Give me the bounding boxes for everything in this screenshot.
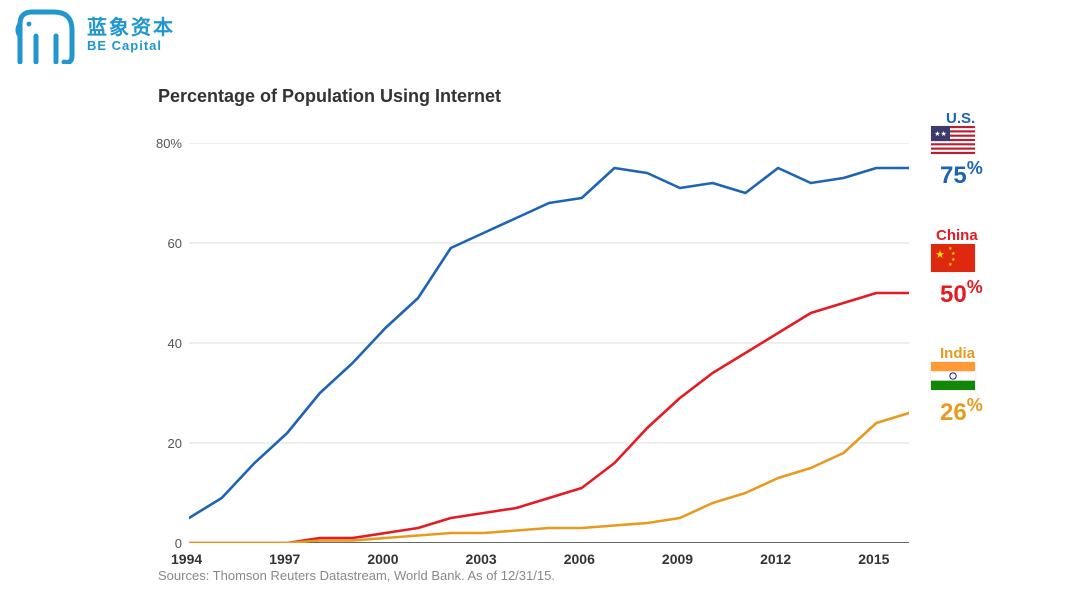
x-tick-label: 2003 [466,551,497,567]
chart-plot [189,143,909,543]
flag-us-icon: ★★ [931,126,975,154]
x-tick-label: 2009 [662,551,693,567]
elephant-icon [14,6,79,64]
y-tick-label: 60 [168,236,182,251]
x-tick-label: 2006 [564,551,595,567]
flag-china-icon: ★★★★★ [931,244,975,272]
series-label-india: India [940,345,975,362]
series-line-india [189,413,909,543]
x-tick-label: 1997 [269,551,300,567]
chart-title: Percentage of Population Using Internet [158,86,501,107]
svg-text:★: ★ [935,249,945,261]
y-tick-label: 0 [175,536,182,551]
x-tick-label: 2000 [367,551,398,567]
logo-chinese: 蓝象资本 [87,18,175,39]
brand-logo: 蓝象资本 BE Capital [14,6,175,64]
series-value-india: 26% [940,395,983,427]
x-tick-label: 2012 [760,551,791,567]
svg-text:★★: ★★ [934,130,947,138]
sources-text: Sources: Thomson Reuters Datastream, Wor… [158,568,555,583]
series-value-us: 75% [940,158,983,190]
y-tick-label: 20 [168,436,182,451]
y-tick-label: 40 [168,336,182,351]
logo-english: BE Capital [87,39,175,52]
series-label-us: U.S. [946,110,975,127]
series-line-china [189,293,909,543]
series-value-china: 50% [940,277,983,309]
svg-text:★: ★ [948,262,953,268]
flag-india-icon [931,362,975,390]
series-label-china: China [936,227,978,244]
x-tick-label: 1994 [171,551,202,567]
y-tick-label: 80% [156,136,182,151]
x-tick-label: 2015 [858,551,889,567]
